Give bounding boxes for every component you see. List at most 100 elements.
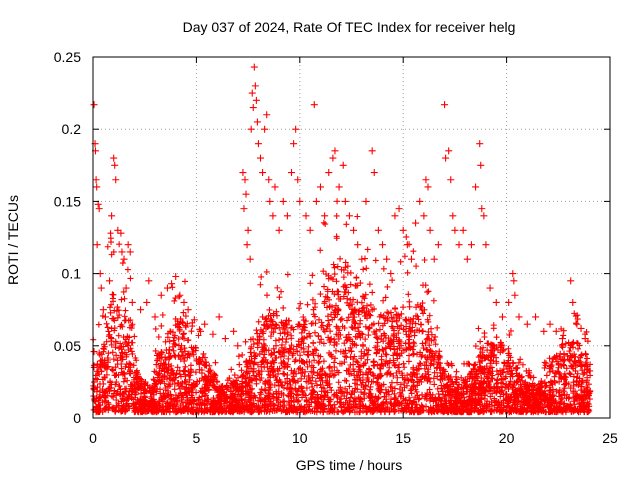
data-point	[430, 255, 438, 263]
x-tick-label: 25	[602, 430, 618, 446]
y-tick-label: 0.15	[54, 193, 81, 209]
data-point	[329, 154, 337, 162]
data-point	[523, 320, 531, 328]
data-point	[247, 125, 255, 133]
data-point	[302, 212, 310, 220]
data-point	[455, 241, 463, 249]
data-point	[124, 241, 132, 249]
data-point	[94, 200, 102, 208]
data-point	[143, 298, 151, 306]
data-point	[92, 176, 100, 184]
data-point	[306, 226, 314, 234]
data-point	[467, 241, 475, 249]
y-tick-labels: 0 0.05 0.1 0.15 0.2 0.25	[54, 49, 81, 426]
data-point	[292, 125, 300, 133]
data-point	[310, 101, 318, 109]
data-point	[239, 169, 247, 177]
data-point	[97, 284, 105, 292]
data-point	[209, 330, 217, 338]
data-point	[412, 219, 420, 227]
data-point	[350, 226, 358, 234]
y-tick-label: 0.2	[62, 121, 82, 137]
data-point	[145, 277, 153, 285]
data-point	[416, 197, 424, 205]
data-point	[362, 197, 370, 205]
data-point	[151, 313, 159, 321]
data-point	[391, 212, 399, 220]
data-point	[248, 89, 256, 97]
data-point	[296, 197, 304, 205]
data-point	[478, 205, 486, 213]
data-point	[269, 212, 277, 220]
data-point	[201, 320, 209, 328]
data-point	[567, 277, 575, 285]
x-tick-label: 10	[292, 430, 308, 446]
axis-ticks	[92, 56, 611, 419]
data-point	[290, 140, 298, 148]
data-point	[442, 154, 450, 162]
data-point	[341, 197, 349, 205]
data-point	[422, 176, 430, 184]
data-point	[577, 324, 585, 332]
data-point	[434, 241, 442, 249]
data-point	[511, 291, 519, 299]
data-point	[368, 147, 376, 155]
data-point	[110, 154, 118, 162]
x-tick-label: 0	[89, 430, 97, 446]
data-point	[99, 306, 107, 314]
data-point	[505, 298, 513, 306]
data-point	[242, 190, 250, 198]
data-point	[172, 272, 180, 280]
data-point	[476, 140, 484, 148]
data-point	[339, 161, 347, 169]
data-point	[403, 241, 411, 249]
data-point	[249, 104, 257, 112]
data-point	[498, 313, 506, 321]
data-point	[112, 176, 120, 184]
data-point	[184, 306, 192, 314]
y-tick-label: 0.05	[54, 338, 81, 354]
data-point	[424, 183, 432, 191]
data-point	[358, 255, 366, 263]
data-point	[250, 63, 258, 71]
data-point	[263, 111, 271, 119]
data-point	[90, 348, 98, 356]
chart-title: Day 037 of 2024, Rate Of TEC Index for r…	[183, 19, 516, 35]
data-point	[111, 161, 119, 169]
data-point	[395, 205, 403, 213]
data-point	[93, 183, 101, 191]
data-point	[486, 284, 494, 292]
data-point	[246, 255, 254, 263]
data-points	[90, 63, 589, 357]
data-point	[420, 212, 428, 220]
data-point	[407, 255, 415, 263]
data-point	[95, 349, 103, 357]
data-point	[445, 147, 453, 155]
data-point	[163, 284, 171, 292]
data-point	[532, 313, 540, 321]
data-point	[546, 320, 554, 328]
data-point	[101, 313, 109, 321]
data-point	[316, 183, 324, 191]
data-point	[480, 212, 488, 220]
x-tick-label: 20	[499, 430, 515, 446]
data-point	[251, 82, 259, 90]
data-point	[215, 313, 223, 321]
data-point	[230, 327, 238, 335]
data-point	[137, 306, 145, 314]
data-point	[399, 226, 407, 234]
dense-point-cloud	[90, 198, 594, 416]
data-point	[261, 125, 269, 133]
data-point	[106, 277, 114, 285]
x-tick-label: 5	[193, 430, 201, 446]
data-point	[271, 183, 279, 191]
data-point	[463, 255, 471, 263]
data-point	[426, 226, 434, 234]
data-point	[128, 298, 136, 306]
data-point	[157, 291, 165, 299]
data-point	[90, 101, 98, 109]
data-point	[370, 169, 378, 177]
data-point	[552, 327, 560, 335]
data-point	[93, 241, 101, 249]
